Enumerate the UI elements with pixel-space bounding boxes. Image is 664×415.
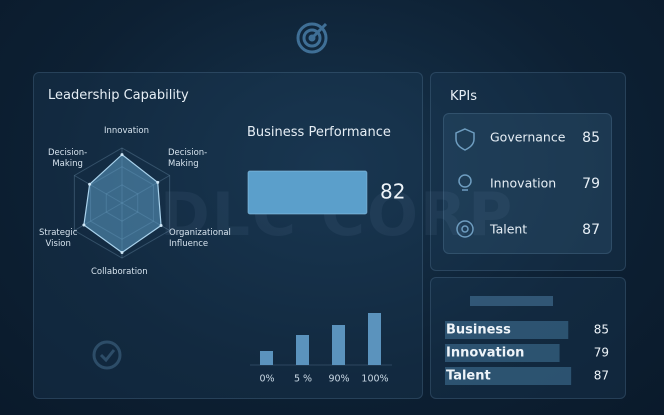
check-icon: [92, 340, 122, 370]
kpi-label: Talent: [489, 222, 527, 237]
radar-label: Innovation: [104, 126, 150, 136]
radar-point: [120, 251, 124, 254]
kpi-icons: [455, 128, 475, 238]
bar: [296, 335, 309, 365]
panel-title: Leadership Capability: [48, 88, 189, 103]
kpi-value: 87: [582, 222, 600, 238]
radar-label: Decision- Making: [48, 148, 88, 169]
radar-point: [156, 180, 160, 184]
radar-point: [120, 153, 124, 157]
radar-ring: [73, 147, 171, 259]
summary-bar: [445, 321, 569, 339]
kpi-value: 79: [582, 176, 600, 192]
panel-title: KPIs: [450, 89, 477, 104]
radar-label: Organizational Influence: [169, 228, 231, 249]
radar-label: Decision- Making: [168, 148, 208, 169]
summary-label: Innovation: [446, 346, 524, 361]
x-tick-label: 5 %: [294, 374, 312, 385]
kpi-panel: [430, 72, 626, 271]
summary-label: Business: [446, 323, 511, 338]
summary-label: Talent: [446, 369, 491, 384]
x-tick-label: 90%: [328, 374, 349, 385]
summary-bar: [445, 367, 572, 385]
panel-title: Business Performance: [247, 125, 391, 140]
top-icon: [296, 22, 328, 54]
bar: [260, 351, 273, 365]
summary-value: 85: [594, 323, 609, 337]
kpi-label: Governance: [490, 130, 566, 145]
kpi-label: Innovation: [490, 176, 556, 191]
summary-value: 79: [594, 346, 609, 360]
summary-bar: [445, 344, 560, 362]
kpi-value: 85: [582, 130, 600, 146]
x-tick-label: 100%: [361, 374, 388, 385]
radar-point: [88, 182, 92, 186]
performance-bar: [247, 170, 368, 215]
radar-point: [82, 223, 86, 227]
summary-value: 87: [594, 369, 609, 383]
radar-area: [83, 153, 162, 254]
radar-label: Collaboration: [91, 267, 148, 277]
bar: [332, 325, 345, 365]
x-tick-label: 0%: [259, 374, 274, 385]
deco-bar: [470, 296, 553, 306]
bar: [368, 313, 381, 365]
radar-label: Strategic Vision: [39, 228, 78, 249]
radar-point: [159, 224, 163, 228]
performance-value: 82: [380, 180, 405, 204]
